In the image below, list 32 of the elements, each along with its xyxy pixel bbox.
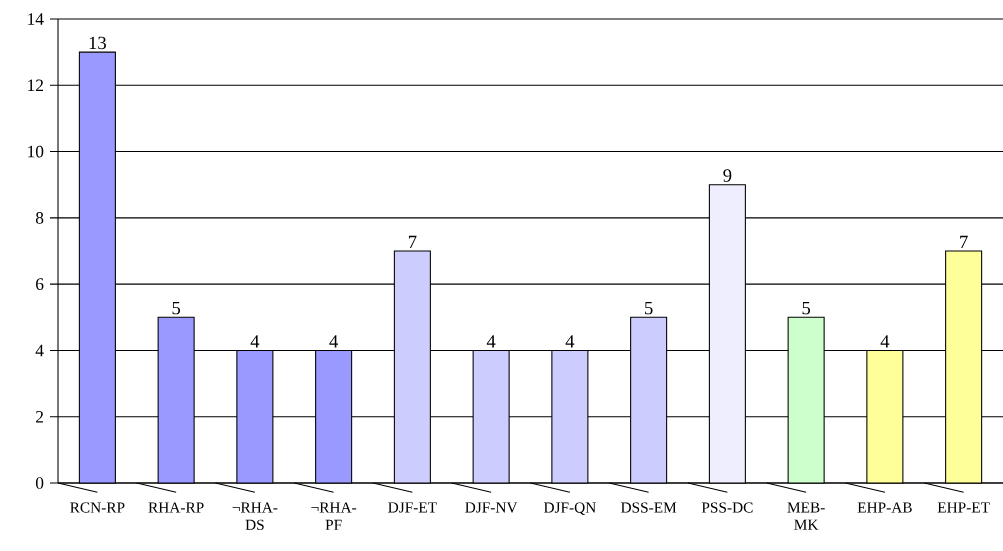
x-tick-label: EHP-ET — [937, 502, 990, 513]
x-tick-label: MEB-MK — [787, 502, 825, 530]
data-label: 5 — [172, 301, 181, 315]
data-label: 5 — [802, 301, 811, 315]
x-tick-label: ¬RHA-PF — [311, 502, 357, 530]
y-tick-label: 10 — [28, 145, 44, 158]
data-label: 7 — [408, 235, 417, 249]
y-tick-label: 6 — [36, 278, 44, 290]
x-tick-label: DSS-EM — [620, 502, 677, 513]
x-tick-label: RHA-RP — [148, 502, 204, 513]
y-tick-label: 4 — [35, 344, 44, 357]
data-label: 4 — [329, 335, 339, 348]
y-tick-label: 8 — [35, 212, 44, 224]
x-tick-label: ¬RHA-DS — [232, 502, 278, 530]
data-label: 4 — [486, 335, 496, 348]
data-label: 5 — [645, 301, 653, 315]
x-tick-label: DJF-NV — [465, 502, 518, 513]
data-label: 7 — [960, 235, 968, 249]
x-tick-label: RCN-RP — [70, 502, 125, 513]
y-tick-label: 0 — [35, 477, 44, 489]
x-tick-label: DJF-QN — [543, 502, 596, 516]
x-tick-label: EHP-AB — [857, 502, 912, 513]
data-label: 4 — [250, 335, 260, 348]
x-tick-label: DJF-ET — [388, 502, 437, 513]
data-label: 4 — [880, 335, 890, 348]
data-label: 4 — [565, 335, 575, 348]
y-tick-label: 12 — [28, 79, 44, 92]
y-tick-label: 14 — [28, 13, 44, 25]
data-label: 9 — [723, 169, 732, 182]
x-tick-label: PSS-DC — [701, 502, 753, 513]
y-tick-label: 2 — [36, 410, 44, 423]
data-label: 13 — [89, 36, 106, 50]
